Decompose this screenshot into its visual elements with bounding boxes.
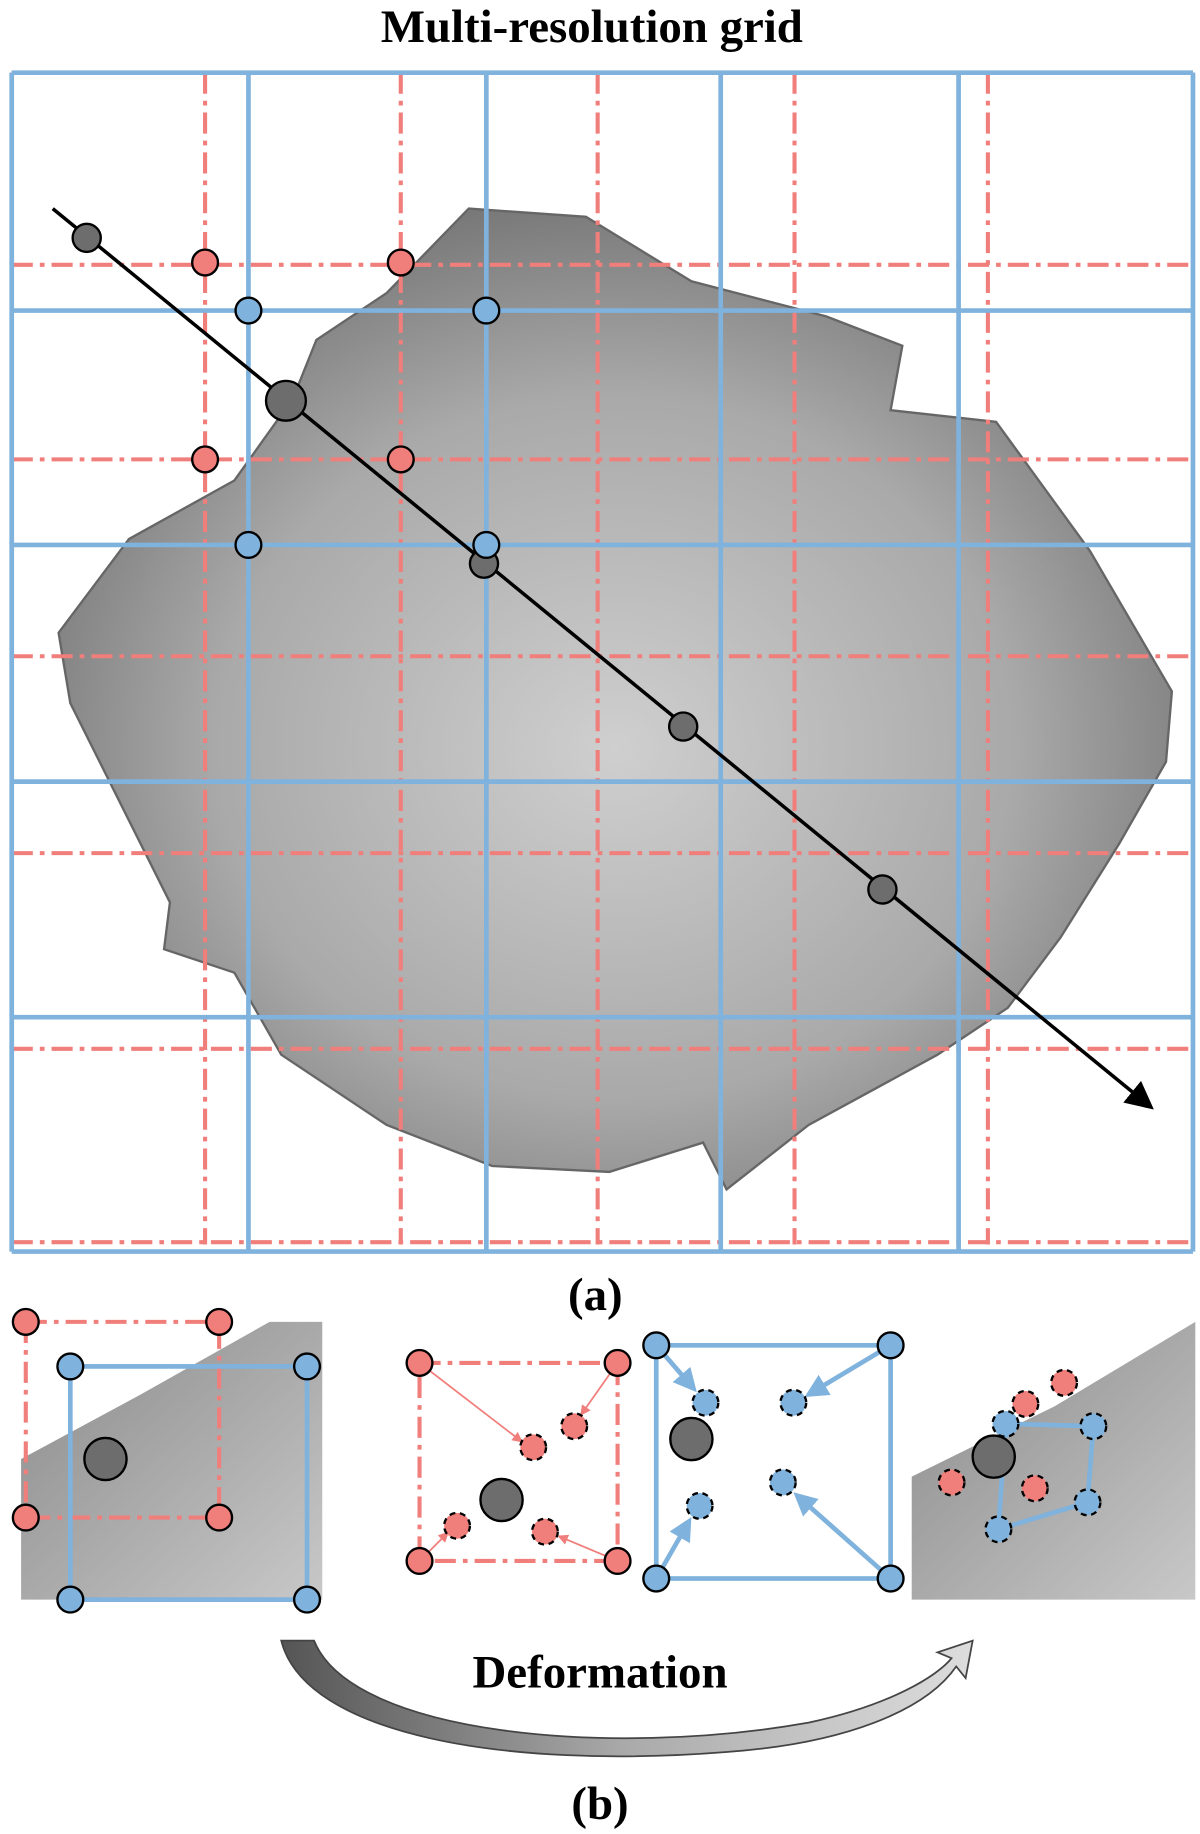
- asteroid: [57, 207, 1174, 1192]
- panel-b-label: (b): [571, 1778, 628, 1830]
- deformation-arrow: [280, 1639, 974, 1758]
- panel-a: [9, 70, 1196, 1254]
- surface-patch: [21, 1321, 323, 1600]
- deformed-patch: [911, 1321, 1196, 1600]
- panel-b: [11, 1307, 1196, 1758]
- title: Multi-resolution grid: [381, 1, 803, 53]
- deformation-label: Deformation: [472, 1647, 727, 1699]
- ray: [51, 207, 1154, 1110]
- sample-points: [71, 222, 898, 905]
- panel-a-label: (a): [568, 1269, 623, 1321]
- grid: [9, 70, 1196, 1254]
